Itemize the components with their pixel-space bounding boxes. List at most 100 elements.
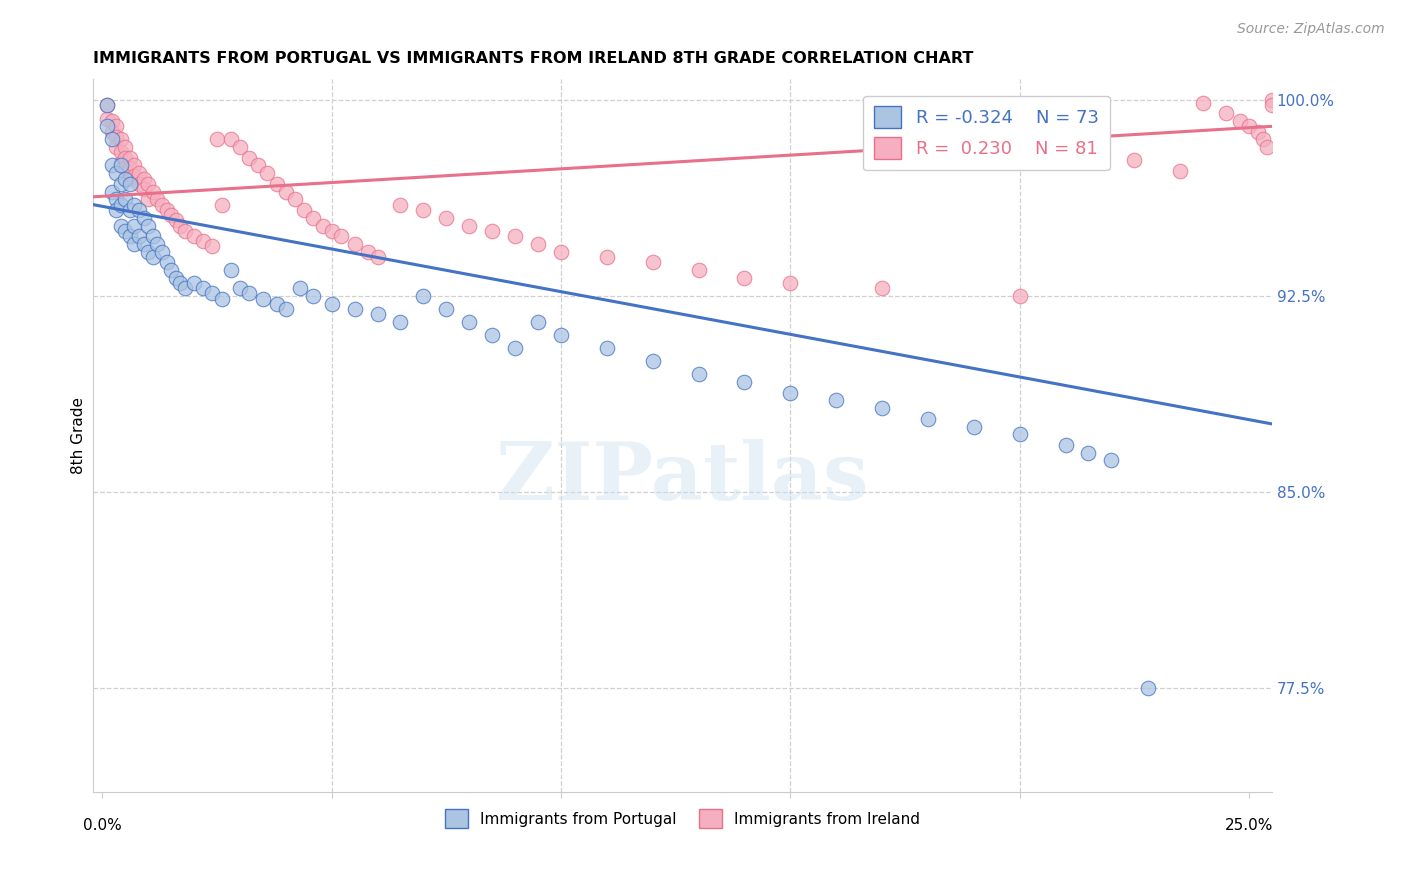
Point bbox=[118, 171, 141, 186]
Text: IMMIGRANTS FROM PORTUGAL VS IMMIGRANTS FROM IRELAND 8TH GRADE CORRELATION CHART: IMMIGRANTS FROM PORTUGAL VS IMMIGRANTS F… bbox=[93, 51, 973, 66]
Text: ZIPatlas: ZIPatlas bbox=[496, 440, 869, 517]
Point bbox=[688, 263, 710, 277]
Point bbox=[229, 281, 252, 295]
Point bbox=[412, 202, 434, 217]
Point bbox=[1256, 140, 1278, 154]
Point bbox=[100, 185, 122, 199]
Point bbox=[96, 120, 118, 134]
Point bbox=[128, 177, 150, 191]
Point bbox=[825, 393, 848, 408]
Point bbox=[155, 255, 177, 269]
Point bbox=[100, 159, 122, 173]
Point bbox=[110, 156, 132, 170]
Point bbox=[142, 185, 165, 199]
Point bbox=[1261, 98, 1284, 112]
Point bbox=[274, 301, 297, 316]
Point bbox=[733, 270, 755, 285]
Point bbox=[150, 244, 173, 259]
Point bbox=[779, 385, 801, 400]
Point bbox=[870, 401, 893, 416]
Point bbox=[105, 120, 128, 134]
Point bbox=[1229, 114, 1251, 128]
Point bbox=[367, 250, 389, 264]
Point bbox=[193, 234, 215, 248]
Point bbox=[311, 219, 333, 233]
Point bbox=[389, 197, 412, 211]
Point bbox=[596, 341, 619, 355]
Text: 0.0%: 0.0% bbox=[83, 818, 122, 833]
Point bbox=[114, 193, 136, 207]
Point bbox=[1192, 95, 1215, 110]
Point bbox=[1137, 681, 1160, 695]
Point bbox=[169, 219, 191, 233]
Point bbox=[105, 140, 128, 154]
Point bbox=[211, 292, 233, 306]
Point bbox=[150, 197, 173, 211]
Point bbox=[527, 315, 550, 329]
Point bbox=[733, 375, 755, 389]
Point bbox=[503, 229, 526, 244]
Point bbox=[288, 281, 311, 295]
Text: 25.0%: 25.0% bbox=[1225, 818, 1274, 833]
Point bbox=[1054, 132, 1077, 146]
Point bbox=[503, 341, 526, 355]
Point bbox=[1077, 143, 1099, 157]
Point bbox=[266, 177, 288, 191]
Point bbox=[284, 193, 307, 207]
Point bbox=[124, 236, 146, 251]
Point bbox=[412, 289, 434, 303]
Point bbox=[136, 219, 159, 233]
Point bbox=[302, 211, 325, 225]
Point bbox=[128, 202, 150, 217]
Point bbox=[1099, 453, 1122, 467]
Point bbox=[779, 276, 801, 290]
Point bbox=[458, 219, 481, 233]
Point bbox=[329, 229, 352, 244]
Point bbox=[118, 151, 141, 165]
Point bbox=[550, 244, 572, 259]
Point bbox=[219, 132, 242, 146]
Point bbox=[1008, 289, 1031, 303]
Point bbox=[105, 202, 128, 217]
Point bbox=[105, 166, 128, 180]
Point bbox=[596, 250, 619, 264]
Point bbox=[100, 132, 122, 146]
Y-axis label: 8th Grade: 8th Grade bbox=[72, 397, 86, 475]
Point bbox=[114, 224, 136, 238]
Point bbox=[870, 281, 893, 295]
Point bbox=[136, 244, 159, 259]
Point bbox=[481, 224, 503, 238]
Point bbox=[550, 328, 572, 343]
Point bbox=[292, 202, 315, 217]
Point bbox=[1008, 427, 1031, 442]
Point bbox=[96, 98, 118, 112]
Point bbox=[114, 140, 136, 154]
Point bbox=[96, 98, 118, 112]
Point bbox=[201, 286, 224, 301]
Point bbox=[688, 368, 710, 382]
Point bbox=[321, 297, 343, 311]
Point bbox=[963, 419, 986, 434]
Point bbox=[136, 193, 159, 207]
Point bbox=[105, 129, 128, 144]
Point bbox=[110, 177, 132, 191]
Point bbox=[146, 193, 169, 207]
Point bbox=[274, 185, 297, 199]
Point bbox=[124, 159, 146, 173]
Point bbox=[142, 229, 165, 244]
Point bbox=[1054, 438, 1077, 452]
Point bbox=[1168, 163, 1191, 178]
Point bbox=[124, 169, 146, 183]
Point bbox=[165, 213, 187, 227]
Point bbox=[174, 224, 197, 238]
Point bbox=[124, 197, 146, 211]
Point bbox=[238, 151, 260, 165]
Point bbox=[527, 236, 550, 251]
Point bbox=[1237, 120, 1260, 134]
Point bbox=[367, 307, 389, 321]
Point bbox=[211, 197, 233, 211]
Point bbox=[183, 229, 205, 244]
Point bbox=[1077, 445, 1099, 459]
Point bbox=[434, 301, 457, 316]
Point bbox=[917, 411, 939, 425]
